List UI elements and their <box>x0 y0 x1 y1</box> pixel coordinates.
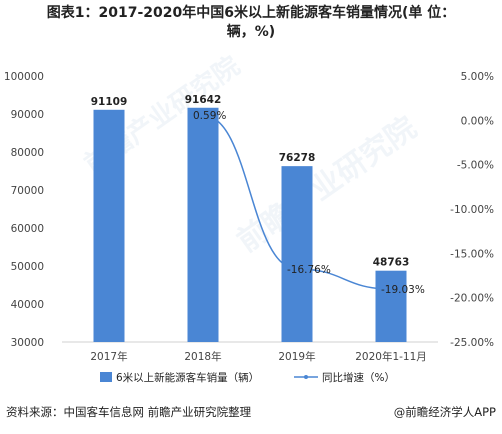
left-tick-label: 60000 <box>11 223 44 235</box>
left-tick-label: 80000 <box>11 147 44 159</box>
legend-bar-swatch <box>100 372 112 382</box>
left-axis-ticks: 30000 40000 50000 60000 70000 80000 90000 10000… <box>4 71 44 349</box>
source-note: 资料来源：中国客车信息网 前瞻产业研究院整理 <box>6 405 252 419</box>
left-tick-label: 90000 <box>11 109 44 121</box>
category-label: 2020年1-11月 <box>355 350 427 363</box>
brand-credit: @前瞻经济学人APP <box>393 405 496 419</box>
bar <box>281 166 313 342</box>
category-labels: 2017年 2018年 2019年 2020年1-11月 <box>90 350 426 363</box>
left-tick-label: 40000 <box>11 299 44 311</box>
right-tick-label: -20.00% <box>450 293 494 305</box>
growth-line <box>202 114 392 290</box>
growth-value-label: 0.59% <box>193 110 226 122</box>
left-tick-label: 100000 <box>4 71 44 83</box>
legend-line-label: 同比增速（%） <box>322 371 395 384</box>
bar <box>93 109 125 342</box>
category-label: 2018年 <box>184 350 221 363</box>
right-tick-label: -5.00% <box>457 160 494 172</box>
category-label: 2019年 <box>278 350 315 363</box>
growth-value-labels: 0.59% -16.76% -19.03% <box>193 110 425 296</box>
left-tick-label: 30000 <box>11 337 44 349</box>
bars <box>93 107 407 342</box>
legend-line-marker <box>304 375 308 379</box>
chart-title-line2: 辆，%) <box>226 24 276 40</box>
left-tick-label: 50000 <box>11 261 44 273</box>
right-tick-label: 5.00% <box>461 71 494 83</box>
bar-value-label: 91109 <box>91 96 128 108</box>
legend: 6米以上新能源客车销量（辆） 同比增速（%） <box>100 371 395 384</box>
growth-points <box>201 113 393 292</box>
growth-value-label: -19.03% <box>381 284 425 296</box>
bar <box>187 107 219 342</box>
category-label: 2017年 <box>90 350 127 363</box>
growth-point <box>201 113 205 118</box>
chart-title-line1: 图表1：2017-2020年中国6米以上新能源客车销量情况(单 位： <box>46 5 456 21</box>
bar-value-label: 76278 <box>279 152 316 164</box>
bar <box>375 270 407 342</box>
right-tick-label: -25.00% <box>450 337 494 349</box>
right-tick-label: -15.00% <box>450 248 494 260</box>
right-tick-label: -10.00% <box>450 204 494 216</box>
left-tick-label: 70000 <box>11 185 44 197</box>
bar-value-label: 91642 <box>185 94 222 106</box>
right-axis-ticks: -25.00% -20.00% -15.00% -10.00% -5.00% 0.00% 5… <box>450 71 494 349</box>
growth-value-label: -16.76% <box>287 264 331 276</box>
growth-point <box>389 287 393 292</box>
growth-point <box>295 266 299 271</box>
chart-title: 图表1：2017-2020年中国6米以上新能源客车销量情况(单 位： 辆，%) <box>0 4 502 42</box>
bar-value-label: 48763 <box>373 257 410 269</box>
legend-bar-label: 6米以上新能源客车销量（辆） <box>116 371 259 384</box>
right-tick-label: 0.00% <box>461 115 494 127</box>
bar-value-labels: 91109 91642 76278 48763 <box>91 94 410 269</box>
